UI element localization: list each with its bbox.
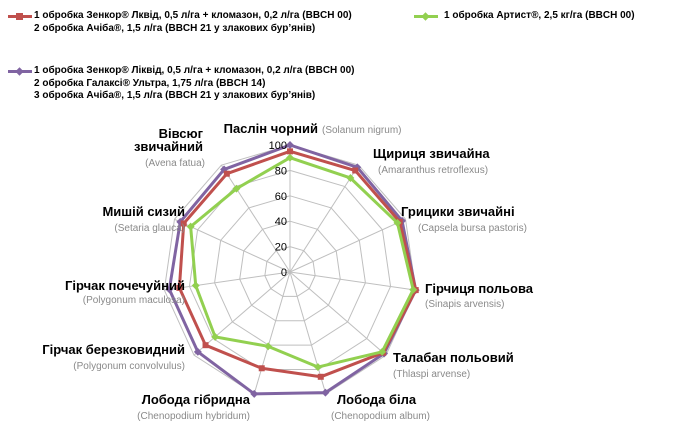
category-label-2: Грицики звичайні	[401, 204, 515, 219]
series-s1-point-6	[258, 365, 265, 372]
category-latin-4: (Thlaspi arvense)	[393, 369, 470, 380]
series-s3-point-7	[211, 332, 220, 341]
grid-spoke-6	[253, 271, 291, 394]
grid-spoke-9	[174, 218, 291, 273]
grid-ring-80	[188, 169, 392, 370]
series-s1-point-0	[287, 148, 293, 155]
category-label-10-line1: Вівсюг	[159, 126, 204, 141]
series-s3-point-4	[378, 347, 387, 356]
series-s3-point-10	[232, 184, 241, 193]
category-label-0: Паслін чорний	[224, 121, 318, 136]
radar-grid	[163, 144, 417, 395]
series-s3-point-8	[191, 281, 200, 290]
series-s1-point-8	[176, 284, 183, 291]
series-s3-point-2	[393, 218, 402, 227]
series-s2-point-8	[165, 285, 174, 294]
legend-line2-series-2: 2 обробка Галаксі® Ультра, 1,75 л/га (BB…	[34, 77, 266, 89]
grid-spoke-5	[289, 271, 327, 394]
category-latin-3: (Sinapis arvensis)	[425, 299, 504, 310]
grid-spoke-3	[289, 271, 416, 291]
legend-text-series-1: 1 обробка Зенкор® Лквід, 0,5 л/га + клом…	[34, 10, 352, 35]
legend-line1-series-3: 1 обробка Артист®, 2,5 кг/га (BBCH 00)	[444, 10, 635, 21]
tick-label-40: 40	[275, 216, 287, 228]
category-latin-1: (Amaranthus retroflexus)	[378, 165, 488, 176]
category-latin-2: (Capsela bursa pastoris)	[418, 223, 527, 234]
grid-ring-40	[239, 220, 341, 322]
series-s3-point-3	[409, 285, 418, 294]
series-s2-point-5	[321, 388, 330, 397]
category-label-3: Гірчиця польова	[425, 281, 534, 296]
category-latin-7: (Polygonum convolvulus)	[73, 361, 185, 372]
series-s1-point-7	[202, 342, 209, 349]
series-s3-point-1	[346, 174, 355, 182]
legend-text-series-3: 1 обробка Артист®, 2,5 кг/га (BBCH 00)	[444, 10, 635, 23]
legend-text-series-2: 1 обробка Зенкор® Ліквід, 0,5 л/га + кло…	[34, 65, 355, 103]
tick-label-60: 60	[275, 191, 287, 203]
category-label-9: Мишій сизий	[102, 204, 185, 219]
series-s3-point-0	[286, 153, 294, 162]
series-s3-point-5	[313, 363, 322, 372]
category-latin-0: (Solanum nigrum)	[322, 125, 401, 136]
grid-spoke-8	[164, 271, 291, 291]
category-label-7: Гірчак березковидний	[42, 342, 185, 357]
grid-spoke-10	[220, 164, 291, 273]
series-s3-point-6	[264, 342, 273, 351]
series-s2-point-7	[193, 347, 202, 356]
legend: 1 обробка Зенкор® Лквід, 0,5 л/га + клом…	[0, 0, 677, 110]
tick-label-80: 80	[275, 165, 287, 177]
category-latin-9: (Setaria glauca)	[114, 223, 185, 234]
category-label-5: Лобода біла	[337, 392, 417, 407]
category-label-6: Лобода гібридна	[142, 392, 251, 407]
series-line-s1	[177, 149, 418, 379]
series-line-s3	[189, 156, 415, 369]
category-latin-10: (Avena fatua)	[145, 158, 205, 169]
radar-tick-labels: 0 20 40 60 80 100	[269, 140, 287, 279]
legend-line2-series-1: 2 обробка Ачіба®, 1,5 л/га (BBCH 21 у зл…	[34, 22, 316, 34]
grid-spoke-1	[289, 164, 360, 273]
series-s2-point-0	[286, 141, 294, 149]
series-s3-point-9	[186, 222, 195, 231]
series-line-s2	[167, 143, 418, 396]
category-label-4: Талабан польовий	[393, 350, 514, 365]
tick-label-0: 0	[281, 267, 287, 279]
legend-line3-series-2: 3 обробка Ачіба®, 1,5 л/га (BBCH 21 у зл…	[34, 90, 316, 101]
category-label-10-line2: звичайний	[134, 139, 203, 154]
grid-spoke-7	[193, 271, 291, 356]
category-label-8: Гірчак почечуйний	[65, 278, 185, 293]
category-latin-8: (Polygonum maculosa)	[83, 295, 185, 306]
series-s1-point-9	[180, 220, 187, 227]
legend-marker-series-1	[16, 13, 23, 20]
legend-line1-series-2: 1 обробка Зенкор® Ліквід, 0,5 л/га + кло…	[34, 65, 355, 76]
series-s1-point-5	[317, 373, 324, 380]
radar-series	[165, 141, 420, 398]
grid-spoke-4	[289, 271, 387, 356]
series-s1-point-1	[352, 167, 359, 174]
tick-label-100: 100	[269, 140, 287, 152]
tick-label-20: 20	[275, 242, 287, 254]
category-latin-5: (Chenopodium album)	[331, 411, 430, 422]
category-latin-6: (Chenopodium hybridum)	[137, 411, 250, 422]
radar-category-labels: Паслін чорний (Solanum nigrum) Щириця звич…	[42, 121, 534, 422]
legend-line1-series-1: 1 обробка Зенкор® Лквід, 0,5 л/га + клом…	[34, 10, 352, 21]
category-label-1: Щириця звичайна	[373, 146, 490, 161]
series-s1-point-10	[223, 170, 230, 177]
grid-spoke-2	[289, 218, 406, 273]
grid-ring-20	[264, 246, 316, 297]
grid-ring-60	[214, 195, 366, 346]
